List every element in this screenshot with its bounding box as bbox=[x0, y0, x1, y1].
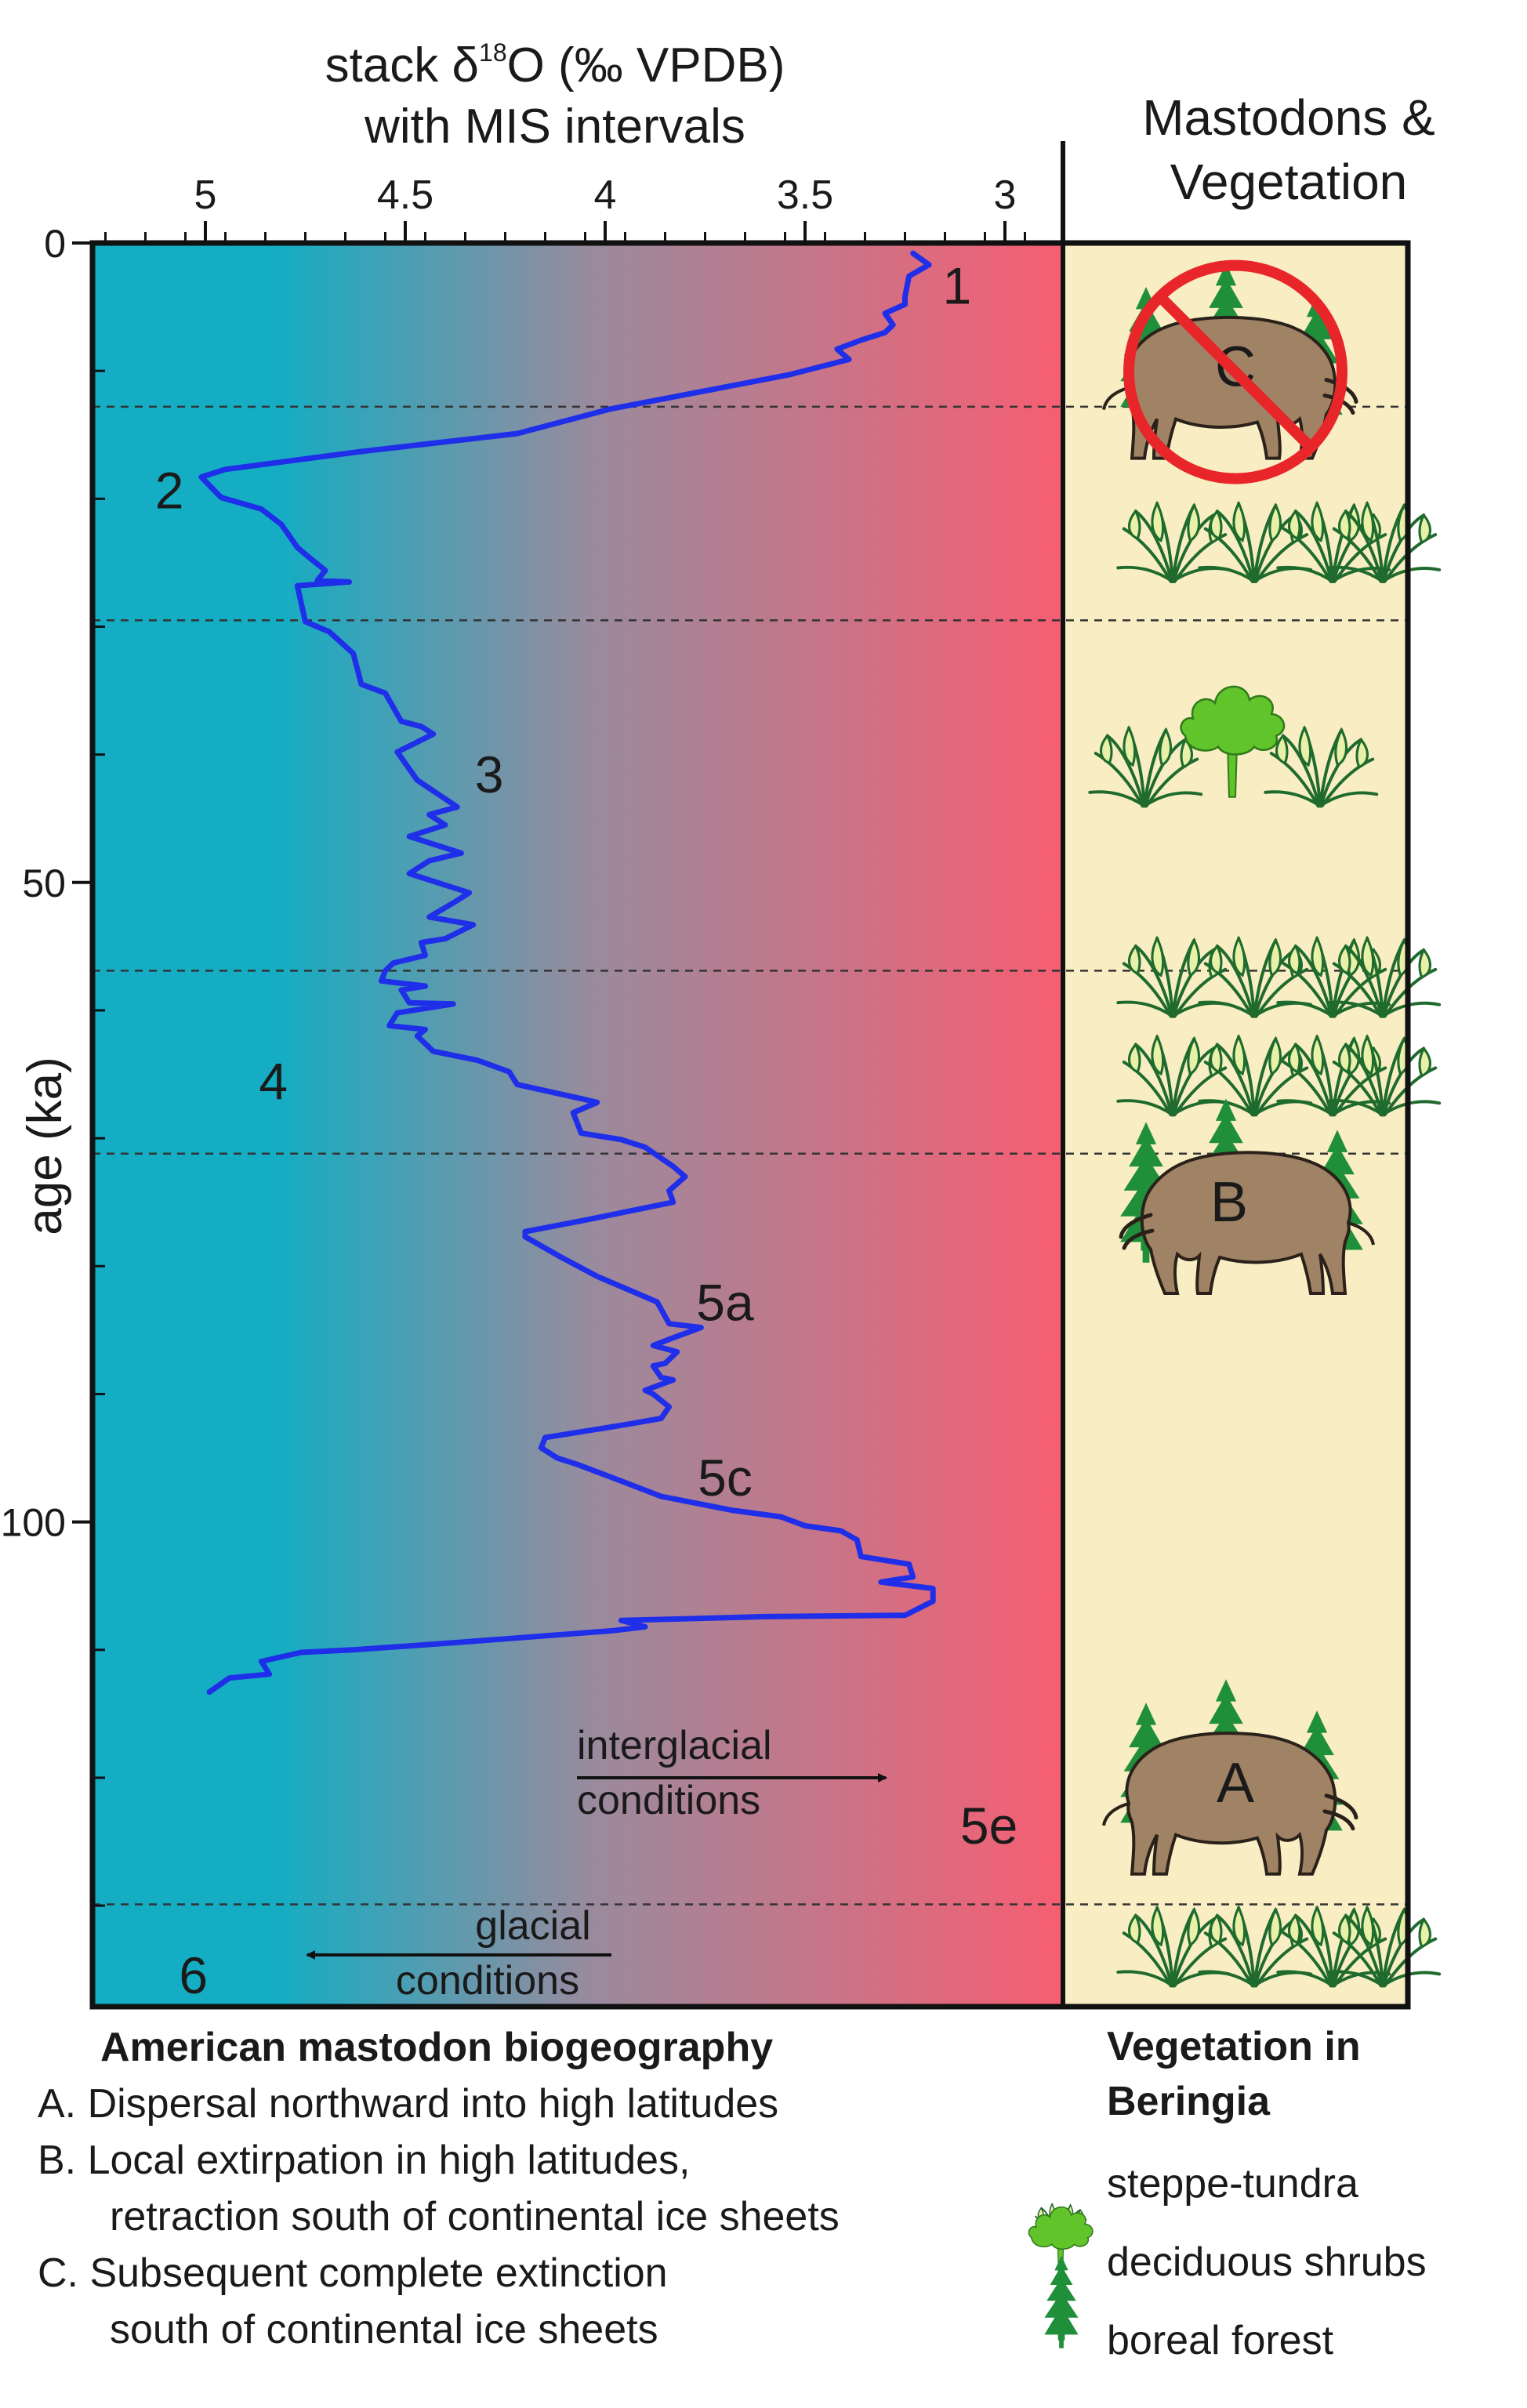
y-tick-label: 0 bbox=[44, 222, 66, 266]
legend-boreal-forest-icon bbox=[1044, 2255, 1079, 2348]
x-tick-label: 3.5 bbox=[777, 172, 833, 218]
panel-title-line1: Mastodons & bbox=[1142, 89, 1435, 146]
chart-title-line1: stack δ18O (‰ VPDB) bbox=[325, 38, 785, 92]
biogeography-item-c: C. Subsequent complete extinction south o… bbox=[38, 2250, 668, 2352]
mis-label: 4 bbox=[259, 1052, 288, 1110]
mis-labels: 1 2 3 4 5a 5c 5e 6 bbox=[155, 256, 1018, 2004]
biogeography-item-a: A. Dispersal northward into high latitud… bbox=[38, 2081, 779, 2127]
glacial-label-line1: glacial bbox=[475, 1903, 590, 1949]
mastodon-letter-b: B bbox=[1210, 1171, 1248, 1234]
interglacial-label-line2: conditions bbox=[577, 1778, 760, 1823]
x-tick-label: 4.5 bbox=[377, 172, 433, 218]
y-axis-label: age (ka) bbox=[18, 1057, 72, 1235]
biogeography-title: American mastodon biogeography bbox=[100, 2025, 774, 2070]
x-tick-label: 4 bbox=[594, 172, 617, 218]
chart-title-line2: with MIS intervals bbox=[364, 100, 745, 154]
panel-art: CBA bbox=[1088, 263, 1442, 1988]
legend-deciduous-shrubs-label: deciduous shrubs bbox=[1107, 2239, 1427, 2285]
vegetation-legend-title-line1: Vegetation in bbox=[1107, 2024, 1361, 2069]
axes: 5 4.5 4 3.5 3 0 50 100 bbox=[1, 172, 1026, 1907]
vegetation-legend: Vegetation in Beringia bbox=[1107, 2019, 1514, 2129]
x-tick-label: 5 bbox=[194, 172, 217, 218]
legend-steppe-tundra-label: steppe-tundra bbox=[1107, 2161, 1358, 2207]
glacial-label-line2: conditions bbox=[396, 1958, 579, 2004]
mis-label: 1 bbox=[942, 256, 971, 314]
y-tick-label: 50 bbox=[22, 861, 66, 905]
mastodon-letter-a: A bbox=[1217, 1752, 1254, 1815]
biogeography-legend: American mastodon biogeography A. Disper… bbox=[38, 2024, 1002, 2358]
mis-label: 5c bbox=[698, 1449, 753, 1507]
legend-boreal-forest-label: boreal forest bbox=[1107, 2318, 1334, 2363]
interglacial-label-line1: interglacial bbox=[577, 1723, 772, 1768]
d18o-curve bbox=[198, 250, 936, 1695]
figure-frame bbox=[89, 240, 1411, 2010]
x-tick-label: 3 bbox=[994, 172, 1017, 218]
mis-label: 6 bbox=[179, 1946, 208, 2004]
mis-label: 3 bbox=[475, 745, 504, 803]
y-tick-label: 100 bbox=[1, 1501, 66, 1545]
mis-label: 5e bbox=[960, 1797, 1017, 1855]
panel-title-line2: Vegetation bbox=[1170, 154, 1408, 210]
vegetation-legend-title-line2: Beringia bbox=[1107, 2079, 1271, 2124]
mis-boundaries bbox=[92, 405, 1408, 1906]
biogeography-item-b: B. Local extirpation in high latitudes, r… bbox=[38, 2138, 840, 2239]
mis-label: 2 bbox=[155, 462, 184, 520]
curve-layer bbox=[198, 250, 936, 1695]
mis-label: 5a bbox=[696, 1274, 754, 1332]
